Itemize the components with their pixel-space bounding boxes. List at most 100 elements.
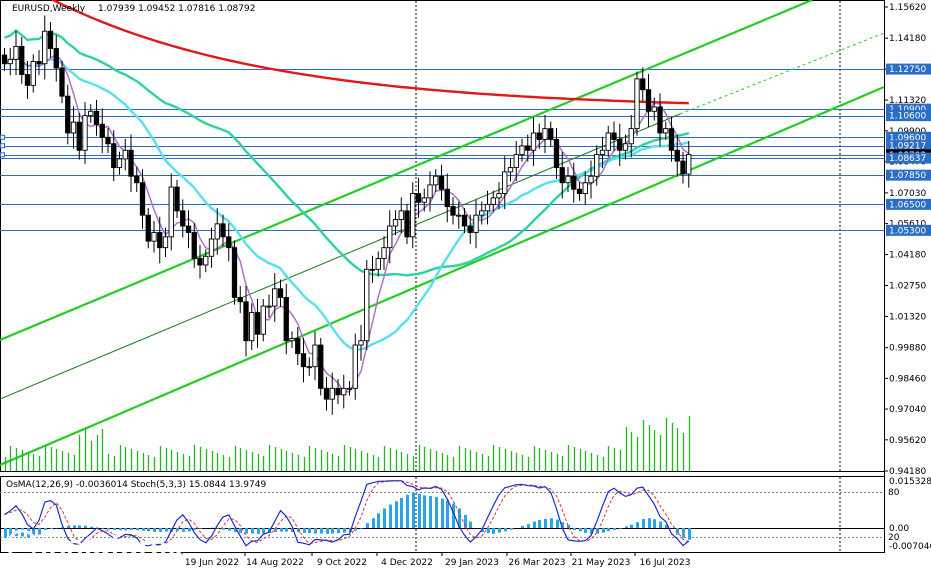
candle-body-81 — [467, 225, 473, 233]
level-marker-1 — [0, 143, 5, 149]
price-tick-label-7: 1.05610 — [889, 220, 926, 230]
level-label-3: 1.09600 — [889, 133, 926, 143]
level-label-0: 1.12750 — [889, 65, 926, 75]
candle-body-114 — [657, 106, 663, 134]
candle-body-85 — [490, 197, 496, 205]
candle-body-117 — [674, 149, 680, 162]
candle-body-8 — [47, 30, 54, 50]
candle-body-88 — [507, 167, 514, 173]
price-tick-label-6: 1.07030 — [889, 189, 926, 199]
candle-body-46 — [266, 305, 272, 308]
candle-body-113 — [651, 106, 657, 112]
candle-body-53 — [306, 366, 312, 369]
osc-axis-label-1: 0.00 — [889, 524, 909, 534]
time-label-2: 9 Oct 2022 — [317, 558, 367, 568]
channel-median-extension — [679, 32, 885, 115]
level-label-box-8 — [886, 198, 931, 210]
candle-body-89 — [513, 154, 519, 169]
candle-body-58 — [335, 387, 341, 396]
candle-body-107 — [617, 138, 623, 151]
candle-body-63 — [364, 268, 370, 342]
price-tick-label-9: 1.02750 — [889, 282, 926, 292]
time-axis: 19 Jun 2022 14 Aug 2022 9 Oct 2022 4 Dec 20… — [181, 552, 690, 568]
candle-body-94 — [542, 128, 548, 140]
level-marker-0 — [0, 134, 5, 140]
candle-body-115 — [663, 128, 669, 134]
candle-body-95 — [548, 128, 554, 140]
candle-body-15 — [88, 110, 94, 117]
oscillator-pane — [0, 480, 884, 547]
candle-body-98 — [565, 175, 571, 184]
candle-body-82 — [473, 214, 479, 233]
candlesticks — [1, 15, 692, 415]
candle-body-62 — [358, 340, 364, 346]
level-label-box-6 — [886, 152, 931, 164]
time-label-6: 21 May 2023 — [572, 558, 631, 568]
level-label-box-1 — [886, 103, 931, 115]
candle-body-2 — [13, 45, 19, 60]
candle-body-90 — [519, 145, 525, 156]
candle-body-41 — [237, 296, 243, 303]
watermark-tagline: Instant Forex Trading — [44, 559, 139, 570]
stoch-axis-label-0: 80 — [888, 488, 900, 498]
candle-body-74 — [427, 184, 433, 199]
candle-body-101 — [582, 182, 588, 195]
price-tick-label-12: 0.98460 — [889, 374, 926, 384]
candle-body-7 — [42, 30, 48, 65]
price-tick-label-1: 1.14180 — [889, 34, 926, 44]
candle-body-111 — [640, 78, 646, 91]
level-label-box-3 — [886, 131, 931, 143]
candle-body-56 — [323, 387, 330, 400]
candle-body-79 — [456, 214, 462, 217]
candle-body-78 — [450, 206, 456, 216]
candle-body-25 — [145, 214, 151, 242]
level-label-9: 1.05300 — [889, 226, 926, 236]
candle-body-116 — [668, 128, 675, 151]
candle-body-102 — [588, 175, 594, 184]
candle-body-11 — [65, 95, 71, 134]
candle-body-91 — [525, 145, 531, 151]
instaforex-logo-icon — [6, 529, 38, 561]
price-tick-label-11: 0.99880 — [889, 344, 926, 354]
candle-body-4 — [24, 74, 31, 86]
candle-body-55 — [318, 344, 324, 389]
candle-body-61 — [352, 344, 358, 389]
candle-body-66 — [381, 247, 387, 259]
price-tick-label-13: 0.97040 — [889, 405, 926, 415]
level-label-8: 1.06500 — [889, 200, 926, 210]
watermark-brand: instaforex — [40, 530, 184, 563]
candle-body-29 — [168, 186, 174, 238]
osc-axis-label-0: 0.015328 — [889, 477, 931, 487]
price-tick-label-15: 0.94180 — [889, 467, 926, 477]
candle-body-92 — [530, 132, 537, 151]
chart-header-ohlc: 1.07939 1.09452 1.07816 1.08792 — [98, 4, 255, 14]
price-axis: 1.156201.141801.127501.113201.099001.084… — [0, 0, 931, 552]
level-label-4: 1.09217 — [889, 142, 926, 152]
oscillator-title: OsMA(12,26,9) -0.0036014 Stoch(5,3,3) 15… — [6, 480, 266, 490]
candle-body-119 — [686, 154, 692, 175]
trend-channel — [0, 0, 885, 467]
price-tick-label-0: 1.15620 — [889, 3, 926, 13]
candle-body-97 — [559, 167, 565, 184]
stoch-main-line — [4, 480, 690, 547]
candle-body-80 — [461, 214, 468, 227]
time-label-1: 14 Aug 2022 — [246, 558, 304, 568]
candle-body-51 — [295, 338, 301, 355]
candle-body-60 — [346, 387, 353, 390]
stoch-signal-line — [4, 480, 689, 546]
time-label-0: 19 Jun 2022 — [185, 558, 239, 568]
candle-body-54 — [312, 344, 318, 368]
candle-body-24 — [139, 182, 146, 216]
candle-body-20 — [116, 158, 123, 169]
level-label-box-9 — [886, 224, 931, 236]
candle-body-43 — [249, 312, 255, 342]
osc-axis-label-2: -0.007046 — [889, 542, 931, 552]
channel-upper-line — [0, 0, 813, 342]
candle-body-45 — [260, 305, 266, 335]
candle-body-108 — [622, 143, 629, 151]
candle-body-86 — [496, 193, 502, 199]
candle-body-105 — [605, 132, 611, 151]
candle-body-6 — [36, 61, 42, 65]
level-label-2: 1.10600 — [889, 112, 926, 122]
candle-body-5 — [30, 61, 36, 86]
